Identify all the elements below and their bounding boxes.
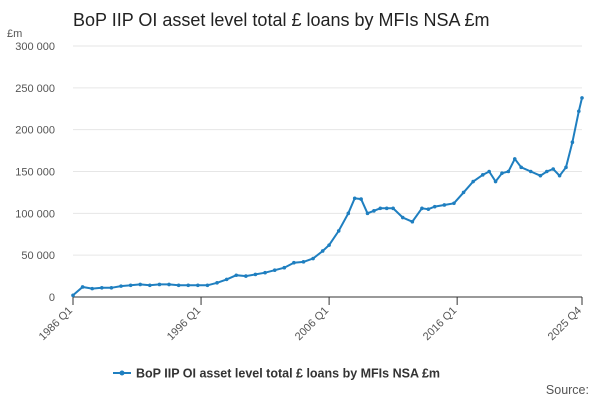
data-point bbox=[128, 283, 133, 288]
data-point bbox=[215, 280, 219, 285]
legend[interactable]: BoP IIP OI asset level total £ loans by … bbox=[113, 367, 440, 381]
data-point bbox=[576, 109, 581, 114]
data-point bbox=[346, 211, 351, 216]
y-axis-ticks: 0 50 000 100 000 150 000 200 000 250 000 300 0… bbox=[15, 41, 55, 304]
data-point bbox=[253, 272, 258, 277]
data-point bbox=[365, 211, 370, 216]
data-point bbox=[570, 140, 575, 145]
data-point bbox=[461, 190, 466, 195]
data-point bbox=[432, 204, 437, 209]
data-point bbox=[301, 260, 306, 264]
data-point bbox=[336, 229, 341, 233]
data-point bbox=[471, 179, 475, 184]
series-points bbox=[71, 96, 584, 298]
data-point bbox=[224, 277, 229, 282]
data-point bbox=[372, 209, 376, 213]
data-point bbox=[551, 167, 555, 171]
data-point bbox=[311, 256, 315, 261]
data-point bbox=[176, 283, 181, 288]
y-tick-label: 100 000 bbox=[15, 208, 55, 220]
y-tick-label: 200 000 bbox=[15, 125, 55, 137]
data-point bbox=[493, 179, 498, 184]
chart-title: BoP IIP OI asset level total £ loans by … bbox=[73, 10, 490, 30]
data-point bbox=[487, 169, 491, 174]
data-point bbox=[244, 274, 248, 278]
data-point bbox=[196, 283, 200, 288]
data-point bbox=[359, 197, 363, 201]
y-unit-label: £m bbox=[7, 28, 22, 40]
data-point bbox=[71, 293, 75, 298]
source-label: Source: bbox=[546, 383, 589, 397]
data-point bbox=[420, 206, 424, 211]
x-tick-label: 1996 Q1 bbox=[165, 305, 203, 343]
data-point bbox=[80, 285, 85, 289]
data-point bbox=[234, 273, 239, 278]
data-point bbox=[538, 173, 543, 178]
y-tick-label: 150 000 bbox=[15, 167, 55, 179]
x-tick-label: 1986 Q1 bbox=[37, 305, 75, 343]
data-point bbox=[528, 169, 533, 174]
data-point bbox=[410, 219, 415, 224]
data-point bbox=[500, 171, 504, 175]
data-point bbox=[100, 285, 104, 290]
x-tick-label: 2016 Q1 bbox=[421, 305, 459, 343]
data-point bbox=[426, 207, 431, 211]
data-point bbox=[580, 96, 584, 100]
y-tick-label: 300 000 bbox=[15, 41, 55, 53]
data-point bbox=[557, 173, 562, 178]
data-point bbox=[272, 268, 277, 273]
data-point bbox=[564, 165, 568, 170]
y-tick-label: 50 000 bbox=[21, 250, 55, 262]
data-point bbox=[452, 201, 456, 206]
data-point bbox=[119, 284, 123, 288]
data-point bbox=[391, 206, 395, 211]
data-point bbox=[544, 169, 549, 174]
data-point bbox=[320, 249, 325, 253]
data-point bbox=[352, 196, 357, 201]
legend-marker bbox=[119, 370, 125, 376]
data-point bbox=[378, 206, 383, 211]
data-point bbox=[186, 283, 191, 288]
y-tick-label: 250 000 bbox=[15, 83, 55, 95]
series-line bbox=[72, 97, 583, 297]
x-tick-label: 2006 Q1 bbox=[293, 305, 331, 343]
data-point bbox=[480, 173, 485, 177]
data-point bbox=[327, 243, 331, 247]
data-point bbox=[263, 270, 267, 275]
data-point bbox=[282, 265, 287, 270]
data-point bbox=[109, 285, 114, 290]
grid-lines bbox=[73, 45, 582, 256]
data-point bbox=[205, 283, 210, 288]
legend-label: BoP IIP OI asset level total £ loans by … bbox=[136, 367, 440, 381]
data-point bbox=[400, 215, 405, 220]
y-tick-label: 0 bbox=[49, 292, 55, 304]
data-point bbox=[384, 206, 389, 211]
data-point bbox=[442, 203, 447, 207]
data-point bbox=[148, 283, 152, 288]
x-axis-ticks: 1986 Q1 1996 Q1 2006 Q1 2016 Q1 2025 Q4 bbox=[37, 297, 584, 343]
data-point bbox=[157, 282, 162, 287]
data-point bbox=[506, 169, 511, 174]
data-point bbox=[167, 282, 171, 287]
data-point bbox=[138, 282, 143, 287]
data-point bbox=[90, 286, 95, 291]
x-tick-label: 2025 Q4 bbox=[546, 305, 584, 343]
data-point bbox=[292, 260, 296, 265]
data-point bbox=[512, 157, 517, 161]
data-point bbox=[519, 165, 523, 170]
